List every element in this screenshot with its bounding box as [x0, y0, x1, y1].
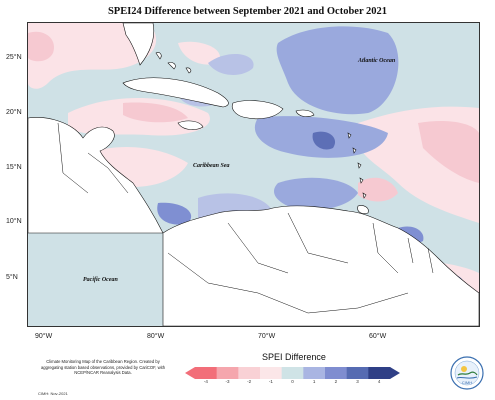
- legend-cell: [346, 367, 369, 379]
- cuba: [122, 77, 229, 108]
- caribbean-sea-label: Caribbean Sea: [193, 163, 230, 169]
- legend-ticks: -4 -3 -2 -1 0 1 2 3 4: [185, 379, 400, 387]
- map-credit: CIMH: Nov-2021: [38, 391, 68, 396]
- lesser-antilles: [347, 132, 367, 199]
- legend-arrow-left: [185, 367, 195, 379]
- legend-cell: [260, 367, 282, 379]
- lon-label-90w: 90°W: [35, 333, 53, 340]
- map-title: SPEI24 Difference between September 2021…: [107, 6, 388, 17]
- legend-cell: [216, 367, 239, 379]
- jamaica: [177, 120, 204, 130]
- hispaniola: [231, 100, 284, 120]
- legend-tick-label: -1: [268, 379, 273, 384]
- florida: [122, 23, 155, 66]
- lon-label-60w: 60°W: [369, 333, 387, 340]
- puerto-rico: [295, 109, 315, 117]
- legend-tick-label: -2: [247, 379, 252, 384]
- legend-tick-label: 1: [312, 379, 316, 384]
- map-canvas: Atlantic Ocean Caribbean Sea Pacific Oce…: [28, 23, 479, 326]
- legend-title: SPEI Difference: [262, 352, 326, 362]
- land-masses: [28, 23, 479, 326]
- lat-label-10n: 10°N: [6, 218, 22, 225]
- legend-cell: [368, 367, 391, 379]
- south-america: [162, 205, 479, 326]
- legend-cell: [303, 367, 326, 379]
- trinidad: [357, 205, 369, 214]
- cimh-logo-icon: CIMH: [450, 356, 484, 390]
- lat-label-5n: 5°N: [6, 274, 18, 281]
- country-borders: [57, 122, 434, 314]
- lat-label-15n: 15°N: [6, 164, 22, 171]
- pacific-ocean-label: Pacific Ocean: [83, 277, 118, 283]
- legend-colorbar: [185, 367, 400, 379]
- spei-map: Atlantic Ocean Caribbean Sea Pacific Oce…: [27, 22, 480, 327]
- logo-text: CIMH: [462, 380, 472, 385]
- legend-cell: [325, 367, 347, 379]
- lon-label-80w: 80°W: [147, 333, 165, 340]
- lon-label-70w: 70°W: [258, 333, 276, 340]
- legend-tick-label: 2: [334, 379, 338, 384]
- lat-label-25n: 25°N: [6, 54, 22, 61]
- legend-tick-label: 3: [356, 379, 359, 384]
- legend-cells: [195, 367, 391, 379]
- central-america: [28, 117, 164, 234]
- legend-cell: [195, 367, 217, 379]
- legend-tick-label: -3: [225, 379, 230, 384]
- map-footnote: Climate Monitoring Map of the Caribbean …: [40, 359, 166, 376]
- legend-tick-label: 0: [291, 379, 294, 384]
- bahamas: [155, 52, 192, 74]
- legend-cell: [238, 367, 261, 379]
- lat-label-20n: 20°N: [6, 109, 22, 116]
- legend-cell: [281, 367, 304, 379]
- legend-tick-label: -4: [203, 379, 208, 384]
- wet-anomaly-areas: [157, 26, 464, 291]
- atlantic-ocean-label: Atlantic Ocean: [357, 58, 396, 64]
- legend-arrow-right: [390, 367, 400, 379]
- legend-tick-label: 4: [377, 379, 381, 384]
